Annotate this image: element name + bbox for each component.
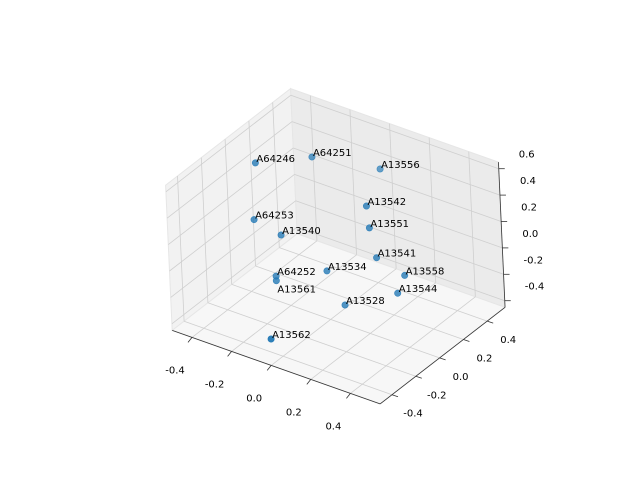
point-label: A13551 [370, 219, 409, 230]
x-tick-mark [227, 351, 232, 357]
tick-labels: -0.4 -0.2 0.0 0.2 0.4 -0.4 -0.2 0.0 0.2 0.4 -0.4 -0… [165, 150, 544, 433]
data-point [267, 335, 275, 343]
point-label: A13544 [399, 284, 438, 295]
point-label: A13562 [272, 330, 311, 341]
z-axis-line [498, 162, 506, 308]
grid-line-y [272, 102, 280, 248]
grid-line-y [207, 302, 416, 377]
point-label: A13534 [328, 262, 367, 273]
data-point [362, 202, 370, 210]
grid-lines [165, 94, 505, 396]
point-label: A13541 [378, 249, 417, 260]
grid-line-x [349, 109, 357, 255]
grid-line-y [231, 284, 440, 359]
grid-line-y [177, 175, 185, 322]
x-tick-mark [266, 365, 272, 371]
x-tick-label: -0.4 [165, 365, 185, 376]
x-tick-mark [346, 393, 351, 399]
y-tick-mark [415, 375, 422, 379]
data-point [365, 224, 373, 232]
grid-line-x [389, 123, 397, 269]
x-tick-label: -0.2 [205, 379, 225, 390]
y-tick-label: 0.4 [500, 335, 516, 346]
y-tick-mark [463, 339, 470, 342]
grid-line-y [255, 265, 464, 340]
point-label: A13540 [282, 226, 321, 237]
y-tick-label: 0.2 [476, 354, 492, 365]
grid-line-z [295, 200, 504, 275]
y-tick-mark [439, 357, 446, 361]
grid-line-z [290, 94, 499, 170]
point-label: A64251 [313, 148, 352, 159]
x-tick-label: 0.4 [325, 421, 341, 432]
grid-line-x [231, 254, 357, 352]
y-tick-mark [391, 394, 399, 398]
point-label: A64253 [255, 211, 294, 222]
grid-line-x [310, 282, 436, 380]
z-tick-label: 0.6 [519, 150, 535, 161]
axis-lines [172, 162, 511, 405]
grid-line-y [248, 120, 256, 267]
grid-line-y [224, 139, 233, 285]
point-label: A13528 [346, 296, 385, 307]
grid-line-z [296, 226, 505, 302]
grid-line-y [183, 320, 393, 396]
grid-line-z [291, 121, 501, 196]
x-tick-mark [187, 337, 193, 343]
grid-line-z [169, 174, 295, 272]
grid-line-x [428, 137, 437, 283]
grid-line-z [171, 226, 298, 325]
x-tick-mark [306, 379, 312, 385]
x-axis-line [172, 330, 381, 405]
data-point [394, 289, 402, 297]
data-point [272, 277, 280, 285]
grid-line-y [200, 157, 209, 303]
data-point [401, 271, 409, 279]
z-tick-label: -0.4 [525, 282, 545, 293]
point-label: A13558 [406, 266, 445, 277]
point-label: A13556 [381, 160, 420, 171]
point-label: A64246 [256, 154, 295, 165]
data-point [308, 153, 316, 161]
data-point [323, 267, 331, 275]
x-tick-label: 0.0 [246, 393, 262, 404]
data-point [373, 254, 381, 262]
grid-line-z [166, 121, 293, 219]
grid-line-x [191, 240, 318, 338]
grid-line-x [270, 268, 397, 366]
data-point [376, 165, 384, 173]
grid-line-x [309, 95, 318, 241]
z-tick-label: 0.4 [520, 176, 536, 187]
grid-line-x [468, 151, 476, 297]
grid-line-z [165, 94, 292, 193]
y-tick-label: -0.4 [403, 409, 423, 420]
data-point [277, 231, 285, 239]
data-point [251, 159, 259, 167]
z-tick-label: -0.2 [524, 255, 544, 266]
grid-line-z [168, 147, 294, 245]
point-label: A64252 [277, 267, 316, 278]
y-axis-line [379, 306, 506, 405]
y-tick-label: 0.0 [453, 372, 469, 383]
data-points: A64246 A64251 A13556 A13542 A64253 A13551 A135… [250, 148, 445, 343]
data-point [250, 216, 258, 224]
y-tick-label: -0.2 [427, 390, 447, 401]
y-tick-mark [487, 320, 494, 324]
grid-line-y [279, 247, 488, 322]
grid-line-z [293, 147, 502, 222]
x-tick-label: 0.2 [286, 407, 302, 418]
grid-line-z [170, 200, 296, 298]
axes-panes [165, 87, 507, 405]
point-label: A13561 [277, 285, 316, 296]
grid-line-x [350, 296, 476, 394]
point-label: A13542 [367, 197, 406, 208]
grid-line-z [294, 174, 503, 249]
data-point [341, 301, 349, 309]
z-tick-label: 0.2 [521, 203, 537, 214]
z-tick-label: 0.0 [522, 229, 538, 240]
